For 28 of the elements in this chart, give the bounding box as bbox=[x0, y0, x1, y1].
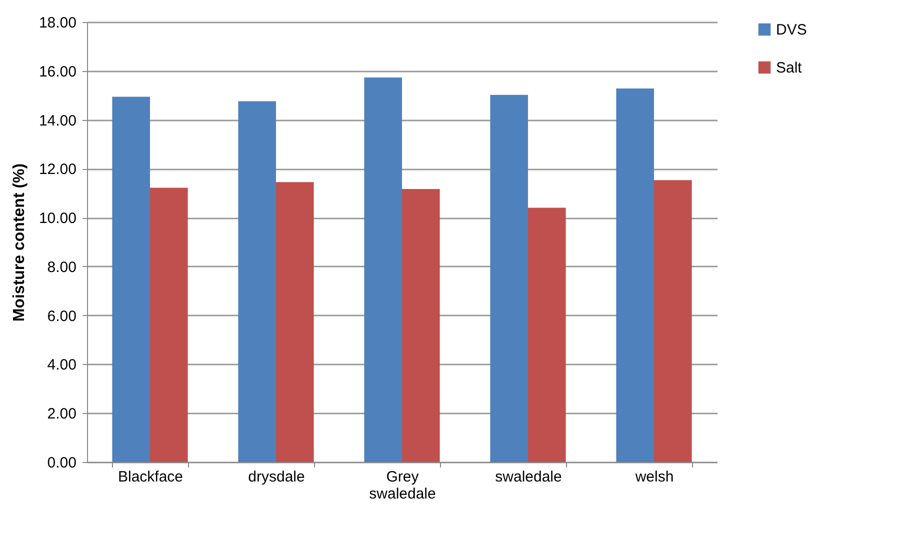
bar bbox=[490, 94, 528, 462]
x-tick-label: Blackface bbox=[118, 468, 184, 486]
y-tick-label: 12.00 bbox=[38, 161, 76, 178]
bar bbox=[528, 208, 566, 462]
bar bbox=[654, 180, 692, 462]
y-tick-label: 0.00 bbox=[47, 454, 76, 472]
y-tick-label: 14.00 bbox=[38, 112, 76, 130]
bar bbox=[364, 77, 402, 462]
y-axis-title: Moisture content (%) bbox=[10, 163, 28, 322]
y-tick-label: 10.00 bbox=[38, 210, 76, 228]
bar bbox=[276, 182, 314, 462]
bar bbox=[112, 96, 150, 462]
y-tick-label: 18.00 bbox=[38, 14, 76, 32]
bar bbox=[402, 188, 440, 462]
bar bbox=[238, 101, 276, 462]
y-tick-label: 16.00 bbox=[38, 63, 76, 80]
bar bbox=[150, 188, 188, 462]
bar bbox=[616, 88, 654, 462]
y-tick-label: 8.00 bbox=[47, 258, 76, 276]
x-tick-label: drysdale bbox=[248, 468, 305, 486]
legend-label: DVS bbox=[776, 22, 807, 38]
x-tick-label: welsh bbox=[634, 468, 674, 486]
x-tick-label: Grey swaledale bbox=[369, 468, 436, 502]
y-tick-label: 4.00 bbox=[47, 356, 76, 374]
x-tick-label: swaledale bbox=[495, 468, 562, 486]
legend-label: Salt bbox=[776, 60, 803, 76]
y-tick-label: 2.00 bbox=[47, 406, 76, 423]
y-tick-label: 6.00 bbox=[47, 308, 76, 325]
